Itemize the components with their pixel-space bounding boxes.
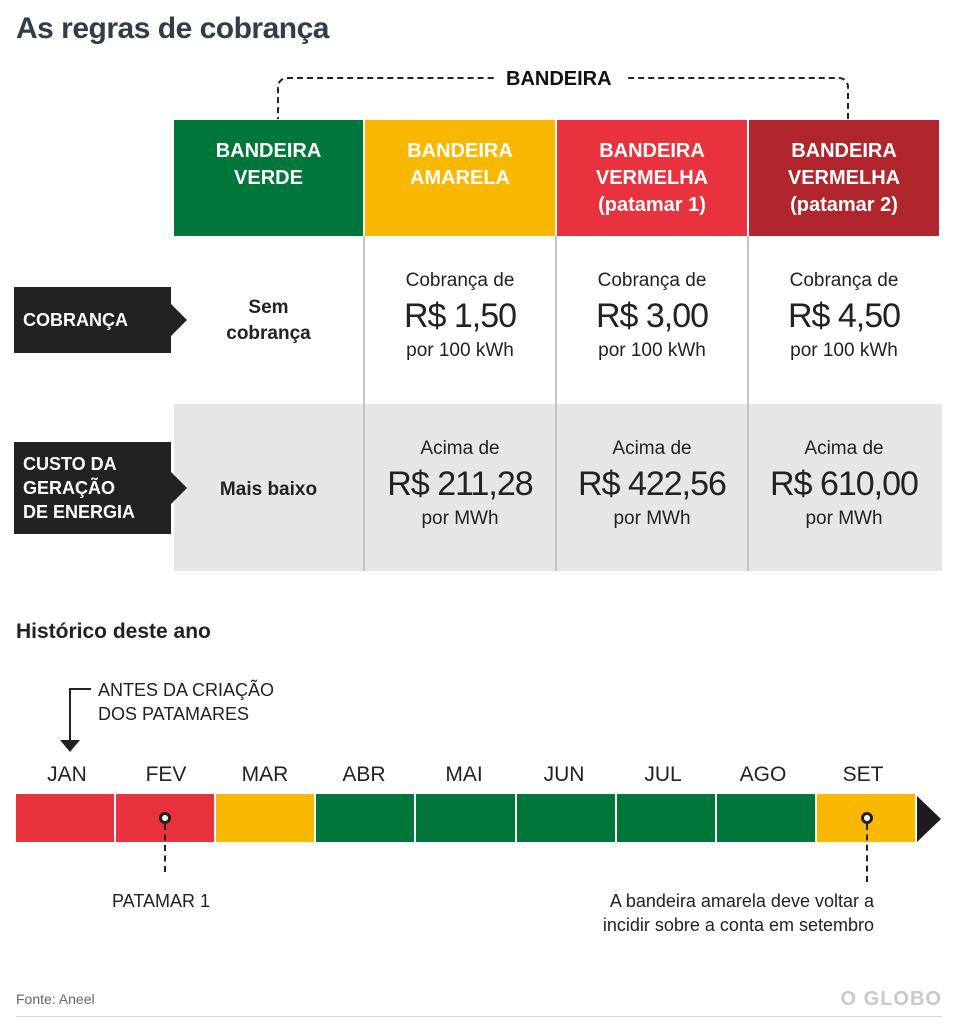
timeline-segment-ago (717, 794, 815, 842)
header-line: BANDEIRA (599, 140, 705, 162)
month-label-ago: AGO (739, 763, 787, 786)
cell-vermelha1-cobranca: Cobrança de R$ 3,00 por 100 kWh (557, 268, 747, 364)
month-label-abr: ABR (342, 763, 386, 786)
header-line: AMARELA (410, 167, 510, 189)
annotation-antes-patamares: ANTES DA CRIAÇÃO DOS PATAMARES (98, 678, 274, 726)
cell-value: R$ 610,00 (770, 465, 919, 503)
annotation-line: DOS PATAMARES (98, 704, 250, 724)
marker-connector (164, 824, 166, 872)
cell-pre: Cobrança de (405, 270, 515, 291)
timeline-segment-jun (517, 794, 615, 842)
header-bandeira-vermelha-2: BANDEIRA VERMELHA (patamar 2) (749, 120, 939, 236)
annotation-line: A bandeira amarela deve voltar a (609, 891, 874, 911)
cell-value: R$ 422,56 (578, 465, 727, 503)
month-label-mai: MAI (445, 763, 483, 786)
annotation-patamar-1: PATAMAR 1 (112, 891, 211, 911)
cell-post: por MWh (421, 508, 499, 529)
row-label-custo: CUSTO DA GERAÇÃO DE ENERGIA (14, 442, 187, 534)
cell-post: por 100 kWh (598, 340, 706, 361)
header-line: BANDEIRA (791, 140, 897, 162)
cell-text: cobrança (226, 323, 311, 344)
source-text: Fonte: Aneel (16, 991, 95, 1007)
month-label-mar: MAR (241, 763, 289, 786)
cell-value: R$ 3,00 (595, 297, 709, 335)
page-title: As regras de cobrança (16, 12, 329, 45)
cell-pre: Cobrança de (789, 270, 899, 291)
column-divider (363, 236, 365, 571)
month-label-jul: JUL (644, 763, 682, 786)
cell-verde-cobranca: Sem cobrança (174, 295, 363, 347)
cell-amarela-custo: Acima de R$ 211,28 por MWh (365, 436, 555, 532)
cell-post: por 100 kWh (406, 340, 514, 361)
month-label-jun: JUN (543, 763, 585, 786)
column-divider (747, 236, 749, 571)
cell-pre: Acima de (612, 438, 692, 459)
cell-post: por MWh (613, 508, 691, 529)
timeline-segment-jan (16, 794, 114, 842)
cell-value: R$ 211,28 (387, 465, 533, 503)
cell-text: Sem (248, 297, 289, 318)
month-label-jan: JAN (47, 763, 87, 786)
row-label-cobranca: COBRANÇA (14, 287, 187, 353)
marker-dot-icon (861, 812, 873, 824)
header-line: BANDEIRA (215, 140, 322, 162)
timeline-segment-mai (416, 794, 515, 842)
row-label-text: COBRANÇA (23, 309, 128, 330)
cell-post: por MWh (805, 508, 883, 529)
header-line: BANDEIRA (407, 140, 513, 162)
row-label-text: CUSTO DA (23, 454, 117, 474)
row-cobranca-bg (174, 236, 942, 404)
header-bandeira-amarela: BANDEIRA AMARELA (365, 120, 555, 236)
column-divider (555, 236, 557, 571)
cell-text: Mais baixo (219, 479, 318, 500)
annotation-line: ANTES DA CRIAÇÃO (98, 680, 275, 700)
annotation-connector (69, 688, 91, 690)
cell-vermelha2-cobranca: Cobrança de R$ 4,50 por 100 kWh (749, 268, 939, 364)
annotation-setembro: A bandeira amarela deve voltar a incidir… (578, 889, 874, 937)
cell-pre: Cobrança de (597, 270, 707, 291)
annotation-line: incidir sobre a conta em setembro (602, 915, 874, 935)
cell-pre: Acima de (804, 438, 884, 459)
timeline-segment-mar (216, 794, 314, 842)
cell-vermelha2-custo: Acima de R$ 610,00 por MWh (749, 436, 939, 532)
timeline-segment-abr (316, 794, 414, 842)
header-bandeira-vermelha-1: BANDEIRA VERMELHA (patamar 1) (557, 120, 747, 236)
cell-verde-custo: Mais baixo (174, 477, 363, 503)
bandeira-bracket-label: BANDEIRA (494, 68, 624, 91)
brand-logo: O GLOBO (840, 988, 942, 1010)
header-line: VERMELHA (787, 167, 901, 189)
marker-dot-icon (159, 812, 171, 824)
timeline-arrow-icon (917, 796, 941, 842)
header-line: VERDE (234, 167, 303, 189)
cell-pre: Acima de (420, 438, 500, 459)
row-label-text: DE ENERGIA (23, 502, 136, 522)
history-title: Histórico deste ano (16, 620, 211, 643)
cell-value: R$ 4,50 (787, 297, 901, 335)
month-label-fev: FEV (145, 763, 187, 786)
row-custo-bg (174, 404, 942, 571)
arrow-down-icon (60, 740, 80, 752)
cell-post: por 100 kWh (790, 340, 898, 361)
row-label-text: GERAÇÃO (23, 478, 116, 498)
annotation-connector (69, 688, 71, 740)
cell-vermelha1-custo: Acima de R$ 422,56 por MWh (557, 436, 747, 532)
header-bandeira-verde: BANDEIRA VERDE (174, 120, 363, 236)
timeline-segment-jul (617, 794, 715, 842)
month-label-set: SET (842, 763, 884, 786)
marker-connector (866, 824, 868, 882)
cell-value: R$ 1,50 (403, 297, 517, 335)
cell-amarela-cobranca: Cobrança de R$ 1,50 por 100 kWh (365, 268, 555, 364)
header-line: (patamar 1) (598, 194, 706, 216)
footer-divider (16, 1016, 942, 1017)
header-line: VERMELHA (595, 167, 709, 189)
header-line: (patamar 2) (790, 194, 898, 216)
